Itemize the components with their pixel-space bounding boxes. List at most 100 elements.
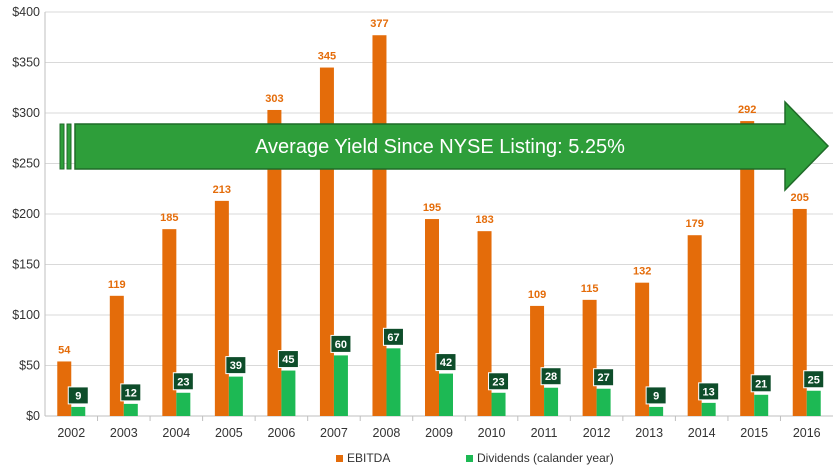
data-label-ebitda: 132 [633,266,651,278]
x-tick-label: 2011 [531,426,558,440]
bar-dividends [281,370,296,416]
data-label-box-dividends [435,353,457,372]
data-label-box-dividends [67,386,89,405]
bar-ebitda [372,35,387,416]
data-label-dividends: 45 [282,354,294,366]
data-label-dividends: 9 [75,390,81,402]
data-label-ebitda: 119 [108,279,126,291]
data-label-dividends: 21 [755,378,767,390]
data-label-dividends: 23 [177,376,189,388]
axes: $0 $50 $100 $150 $200 $250 $300 $350 $400 2002 200… [12,5,833,440]
x-tick-label: 2013 [635,426,663,440]
bar-ebitda [319,67,334,417]
data-label-ebitda: 205 [791,192,809,204]
data-label-ebitda: 115 [581,283,599,295]
data-label-ebitda: 213 [213,184,231,196]
bar-dividends [491,392,506,416]
data-label-dividends: 28 [545,371,557,383]
y-tick-label: $200 [12,207,40,221]
data-label-ebitda: 179 [685,218,703,230]
data-label-box-dividends [172,372,194,391]
y-tick-label: $0 [26,409,40,423]
data-label-box-dividends [698,382,720,401]
data-label-dividends: 39 [230,360,242,372]
data-label-box-dividends [593,368,615,387]
legend-swatch-ebitda [336,455,343,462]
data-label-box-dividends [225,356,247,375]
y-tick-label: $100 [12,308,40,322]
data-label-dividends: 23 [492,376,504,388]
data-label-ebitda: 195 [423,202,441,214]
bar-dividends [228,376,243,416]
bar-dividends [333,355,348,416]
legend-label-ebitda: EBITDA [347,451,390,465]
y-tick-label: $250 [12,157,40,171]
bar-dividends [123,403,138,416]
y-tick-label: $150 [12,258,40,272]
data-label-ebitda: 109 [528,289,546,301]
y-tick-label: $400 [12,5,40,19]
x-tick-label: 2007 [320,426,348,440]
data-label-ebitda: 183 [475,214,493,226]
bar-ebitda [162,229,177,416]
data-labels: 54 9 119 12 185 23 213 39 303 45 345 60 377 67 195 42 18… [58,18,825,405]
banner-arrow [74,100,830,192]
x-tick-label: 2009 [425,426,453,440]
bar-ebitda [57,361,72,416]
data-label-dividends: 12 [125,387,137,399]
data-label-ebitda: 185 [160,212,178,224]
y-tick-label: $350 [12,56,40,70]
bar-ebitda [425,219,439,416]
data-label-box-dividends [330,334,352,353]
bar-ebitda [687,235,702,416]
x-tick-label: 2002 [57,426,85,440]
data-label-dividends: 9 [653,390,659,402]
bar-dividends [71,406,86,416]
bar-dividends [701,402,716,416]
bar-ebitda [635,282,650,416]
bar-ebitda [582,299,597,416]
x-tick-label: 2005 [215,426,243,440]
legend-swatch-dividends [466,455,473,462]
x-tick-label: 2004 [162,426,190,440]
bar-ebitda [477,231,492,416]
bar-dividends [649,406,664,416]
y-tick-label: $300 [12,106,40,120]
banner-text: Average Yield Since NYSE Listing: 5.25% [255,136,625,158]
bar-dividends [596,388,611,416]
data-label-dividends: 25 [808,374,820,386]
x-tick-label: 2003 [110,426,138,440]
x-tick-label: 2006 [267,426,295,440]
bar-ebitda [792,208,807,416]
x-tick-label: 2014 [688,426,716,440]
data-label-box-dividends [645,386,667,405]
bar-dividends [806,390,821,416]
bar-ebitda [740,121,755,416]
data-label-ebitda: 345 [318,51,336,63]
bar-dividends [754,394,769,416]
yield-banner: Average Yield Since NYSE Listing: 5.25% [59,100,830,192]
data-label-dividends: 60 [335,339,347,351]
data-label-ebitda: 54 [58,344,71,356]
x-tick-label: 2015 [740,426,768,440]
data-label-dividends: 42 [440,357,452,369]
x-tick-label: 2008 [373,426,401,440]
banner-stripe-1 [59,123,65,170]
data-label-dividends: 13 [703,386,715,398]
bar-dividends [439,373,453,416]
data-label-box-dividends [277,350,299,369]
data-label-box-dividends [540,367,562,386]
data-label-ebitda: 292 [738,104,756,116]
legend-label-dividends: Dividends (calander year) [477,451,614,465]
bar-dividends [386,348,401,416]
data-label-dividends: 67 [387,332,399,344]
bar-ebitda [530,305,545,416]
banner-stripe-2 [66,123,72,170]
data-label-box-dividends [120,383,142,402]
x-tick-label: 2016 [793,426,821,440]
data-label-box-dividends [488,372,510,391]
bar-ebitda [267,109,282,416]
data-label-ebitda: 303 [265,93,283,105]
x-tick-label: 2012 [583,426,611,440]
